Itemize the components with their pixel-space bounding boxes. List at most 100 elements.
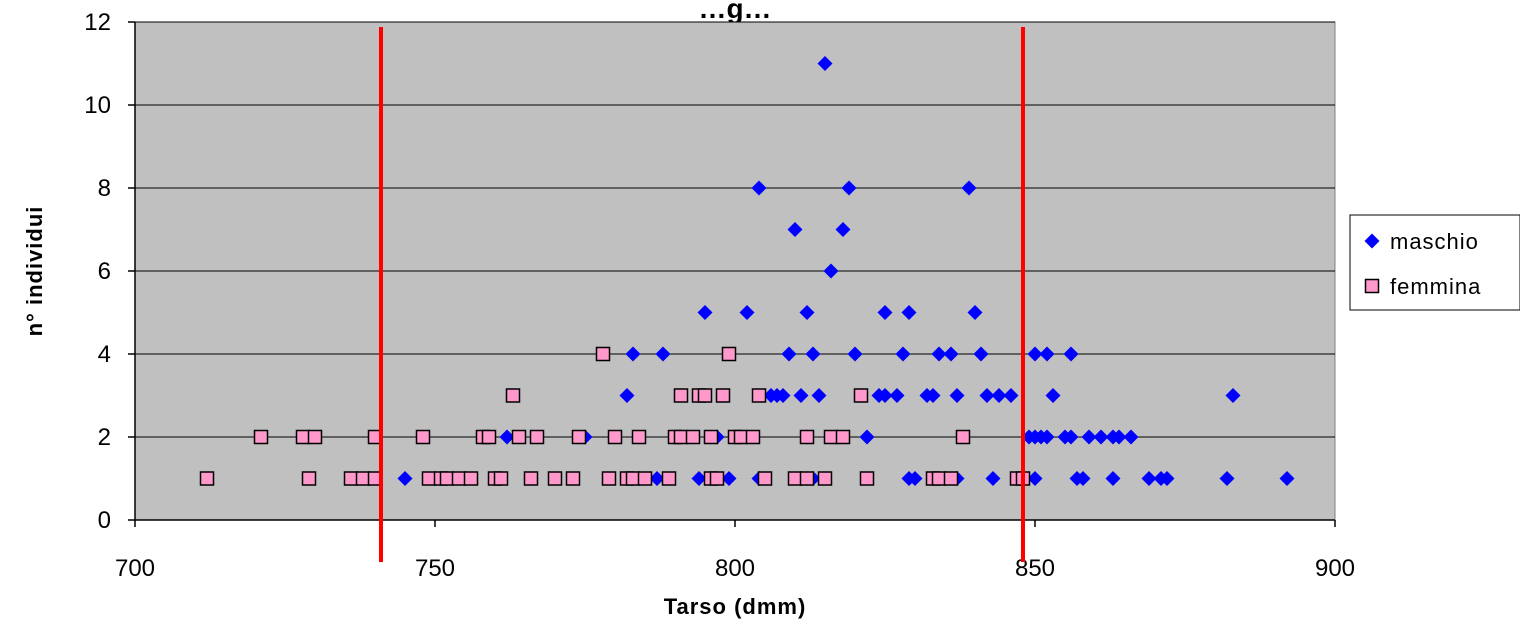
maschio-point [811,388,827,403]
legend-label-maschio: maschio [1390,229,1479,254]
maschio-point [1219,471,1235,486]
maschio-point [721,471,737,486]
femmina-point [355,471,371,486]
legend-marker-maschio [1364,233,1380,249]
y-tick-label: 6 [98,258,111,285]
maschio-point [397,471,413,486]
maschio-point [823,263,839,279]
maschio-point [1075,471,1091,486]
legend-label-femmina: femmina [1390,274,1481,299]
x-axis-title: Tarso (dmm) [664,594,807,619]
femmina-point [859,471,875,486]
axes [128,21,1336,527]
femmina-point [505,388,521,403]
maschio-point [1141,471,1157,486]
maschio-point [751,180,767,196]
femmina-point [673,388,689,403]
data-points [199,56,1295,486]
femmina-point [823,429,839,445]
maschio-point [925,388,941,403]
maschio-point [655,346,671,362]
y-tick-label: 2 [98,424,111,451]
maschio-point [1039,429,1055,445]
femmina-point [703,429,719,445]
legend-marker-femmina [1364,278,1380,294]
femmina-point [547,471,563,486]
femmina-point [415,429,431,445]
legend: maschio femmina [1349,214,1520,311]
femmina-point [733,429,749,445]
maschio-point [1159,471,1175,486]
femmina-point [607,429,623,445]
maschio-point [649,471,665,486]
femmina-point [295,429,311,445]
femmina-point [757,471,773,486]
maschio-point [697,305,713,320]
femmina-point [343,471,359,486]
maschio-point [1111,429,1127,445]
x-tick-label: 850 [1015,555,1055,582]
femmina-point [853,388,869,403]
femmina-point [931,471,947,486]
legend-box [1349,214,1520,311]
femmina-point [421,471,437,486]
femmina-point [709,471,725,486]
femmina-point [253,429,269,445]
maschio-point [619,388,635,403]
femmina-point [721,346,737,362]
maschio-point [967,305,983,320]
maschio-point [907,471,923,486]
maschio-point [979,388,995,403]
femmina-point [301,471,317,486]
femmina-point [481,429,497,445]
femmina-point [511,429,527,445]
maschio-point [931,346,947,362]
femmina-point [673,429,689,445]
maschio-point [739,305,755,320]
y-axis-title: n° individui [22,206,47,337]
maschio-point [1063,429,1079,445]
maschio-point [961,180,977,196]
maschio-point [1027,346,1043,362]
maschio-point [1081,429,1097,445]
maschio-point [1003,388,1019,403]
maschio-point [847,346,863,362]
maschio-point [877,388,893,403]
maschio-point [943,346,959,362]
maschio-point [805,346,821,362]
femmina-point [715,388,731,403]
maschio-point [1279,471,1295,486]
maschio-point [841,180,857,196]
femmina-point [955,429,971,445]
maschio-point [817,56,833,71]
femmina-point [625,471,641,486]
femmina-point [523,471,539,486]
maschio-point [787,222,803,237]
femmina-point [565,471,581,486]
maschio-point [781,346,797,362]
femmina-point [571,429,587,445]
maschio-point [499,429,515,445]
x-tick-label: 800 [715,555,755,582]
x-tick-labels: 700 750 800 850 900 [115,555,1355,582]
y-tick-label: 10 [84,92,111,119]
femmina-point [529,429,545,445]
series-femmina [199,346,1031,486]
femmina-point [439,471,455,486]
maschio-point [1093,429,1109,445]
maschio-point [625,346,641,362]
femmina-point [817,471,833,486]
maschio-point [877,305,893,320]
x-tick-label: 900 [1315,555,1355,582]
femmina-point [697,388,713,403]
femmina-point [835,429,851,445]
femmina-point [799,471,815,486]
femmina-point [751,388,767,403]
femmina-point [199,471,215,486]
maschio-point [985,471,1001,486]
y-tick-label: 12 [84,9,111,36]
femmina-point [631,429,647,445]
maschio-point [973,346,989,362]
maschio-point [991,388,1007,403]
maschio-point [889,388,905,403]
